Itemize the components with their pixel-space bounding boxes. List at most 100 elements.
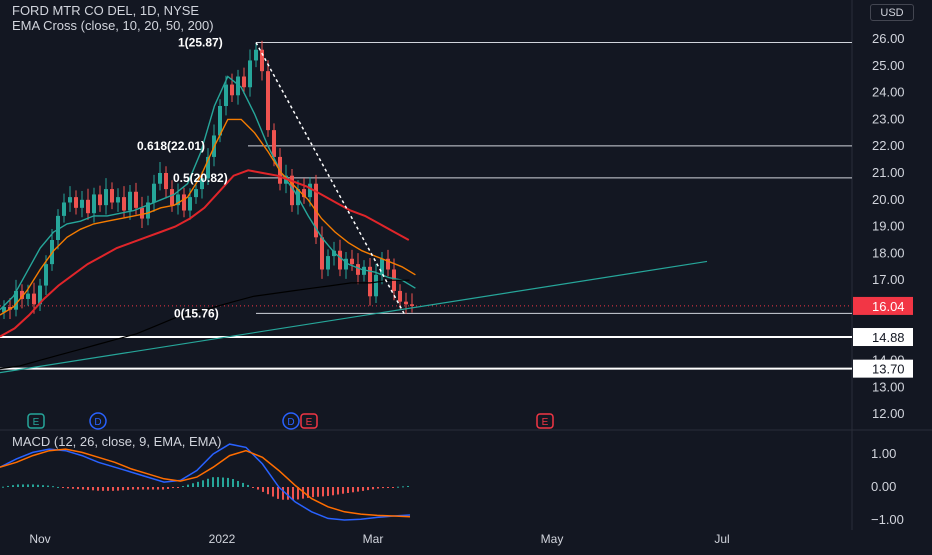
last-price-label: 16.04 [872, 299, 905, 314]
candle-body [338, 250, 342, 270]
price-tick-label: 21.00 [872, 165, 905, 180]
candle-body [320, 237, 324, 270]
candle-body [104, 189, 108, 206]
earnings-marker[interactable] [300, 413, 318, 429]
dividend-marker[interactable] [89, 412, 107, 430]
support-level-label: 13.70 [872, 362, 905, 377]
fib-level-label: 0(15.76) [174, 306, 219, 320]
macd-histogram-bar [222, 477, 224, 487]
macd-histogram-bar [387, 487, 389, 488]
macd-histogram-bar [327, 487, 329, 496]
macd-histogram-bar [242, 482, 244, 487]
price-tick-label: 17.00 [872, 272, 905, 287]
macd-histogram-bar [107, 487, 109, 491]
candle-body [170, 189, 174, 206]
trendline [0, 260, 708, 374]
time-tick-label: Jul [714, 532, 729, 546]
ema-line-3 [0, 279, 410, 370]
candle-body [194, 189, 198, 198]
candle-body [290, 175, 294, 206]
time-tick-label: Nov [29, 532, 50, 546]
macd-pane: 1.00 0.00 −1.00 [0, 443, 904, 527]
macd-histogram-bar [72, 487, 74, 489]
candle-body [344, 258, 348, 270]
candle-body [62, 202, 66, 216]
macd-histogram-bar [47, 485, 49, 487]
price-tick-label: 25.00 [872, 58, 905, 73]
price-tick-label: 24.00 [872, 85, 905, 100]
macd-histogram-bar [177, 487, 179, 488]
macd-histogram-bar [392, 487, 394, 488]
time-tick-label: May [541, 532, 564, 546]
macd-histogram-bar [217, 477, 219, 487]
candle-body [152, 183, 156, 203]
candle-body [254, 49, 258, 61]
price-tick-label: 26.00 [872, 31, 905, 46]
macd-histogram-bar [157, 487, 159, 490]
candle-body [410, 304, 414, 306]
macd-histogram-bar [247, 484, 249, 487]
currency-button[interactable]: USD [870, 4, 914, 21]
macd-histogram-bar [167, 487, 169, 489]
candle-body [218, 106, 222, 136]
macd-histogram-bar [227, 477, 229, 487]
macd-histogram-bar [87, 487, 89, 490]
macd-histogram-bar [272, 487, 274, 497]
candle-body [128, 191, 132, 211]
macd-histogram-bar [2, 486, 4, 488]
macd-histogram-bar [122, 487, 124, 491]
candle-body [122, 197, 126, 211]
candle-body [164, 173, 168, 190]
macd-histogram-bar [152, 487, 154, 490]
macd-histogram-bar [267, 487, 269, 495]
ema-line-1 [0, 118, 416, 316]
price-tick-label: 22.00 [872, 138, 905, 153]
macd-histogram-bar [232, 479, 234, 487]
support-level-tag [853, 359, 913, 378]
candle-body [272, 130, 276, 157]
candle-body [80, 199, 84, 208]
macd-histogram-bar [277, 487, 279, 499]
macd-histogram-bar [27, 484, 29, 487]
candle-body [98, 194, 102, 206]
macd-tick-label: −1.00 [871, 512, 904, 527]
macd-histogram-bar [352, 487, 354, 493]
macd-histogram-bar [57, 486, 59, 488]
earnings-marker[interactable] [27, 413, 45, 429]
earnings-marker[interactable] [536, 413, 554, 429]
symbol-title[interactable]: FORD MTR CO DEL, 1D, NYSE [12, 3, 200, 18]
candle-body [92, 194, 96, 214]
candle-body [134, 191, 138, 208]
macd-histogram-bar [362, 487, 364, 491]
ema-line-2 [0, 169, 410, 338]
macd-histogram-bar [197, 481, 199, 487]
macd-histogram-bar [147, 487, 149, 490]
candle-body [2, 307, 6, 313]
price-tick-label: 23.00 [872, 111, 905, 126]
fib-level-label: 1(25.87) [178, 35, 223, 49]
candle-body [206, 156, 210, 179]
macd-histogram-bar [162, 487, 164, 490]
time-axis: Nov 2022 Mar May Jul [29, 532, 729, 546]
candle-body [308, 183, 312, 198]
candle-body [146, 202, 150, 219]
candle-body [74, 197, 78, 208]
candle-body [302, 189, 306, 198]
indicator-title[interactable]: EMA Cross (close, 10, 20, 50, 200) [12, 18, 214, 33]
candle-body [398, 290, 402, 302]
macd-title[interactable]: MACD (12, 26, close, 9, EMA, EMA) [12, 434, 222, 449]
macd-histogram-bar [102, 487, 104, 491]
fib-level-label: 0.5(20.82) [173, 171, 228, 185]
macd-histogram-bar [212, 477, 214, 487]
candle-body [20, 290, 24, 299]
macd-histogram-bar [42, 485, 44, 487]
candle-body [326, 256, 330, 270]
macd-histogram-bar [292, 487, 294, 500]
dividend-marker[interactable] [282, 412, 300, 430]
candle-body [356, 264, 360, 275]
macd-histogram-bar [302, 487, 304, 499]
macd-histogram-bar [32, 484, 34, 487]
macd-histogram-bar [137, 487, 139, 490]
